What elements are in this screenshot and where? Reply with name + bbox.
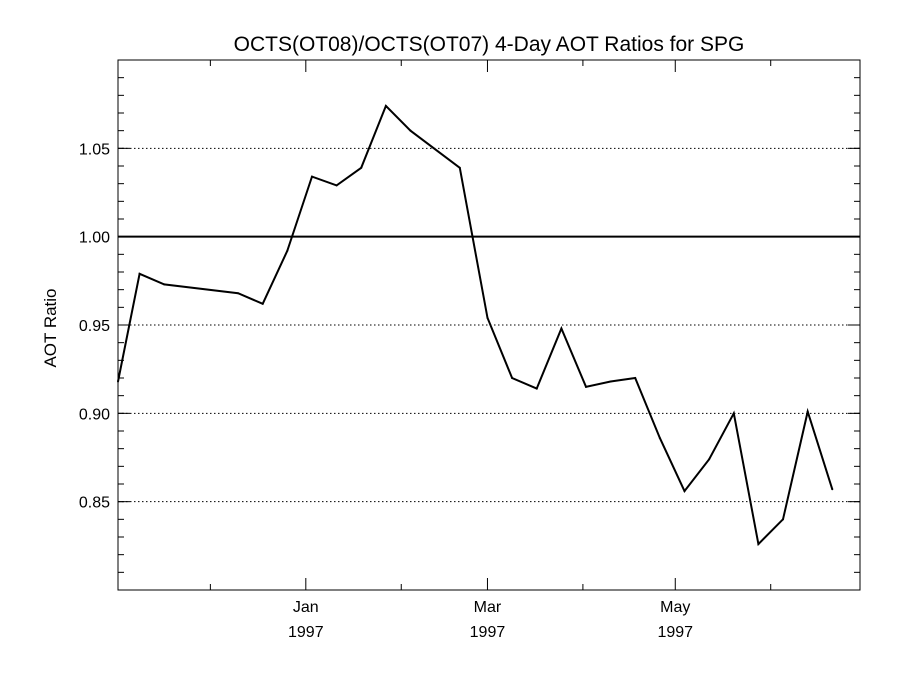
data-point-19 xyxy=(658,437,661,440)
y-tick-label: 1.00 xyxy=(79,230,110,247)
data-point-18 xyxy=(634,377,637,379)
data-point-20 xyxy=(683,490,686,493)
data-point-12 xyxy=(486,316,489,319)
series-group xyxy=(117,104,834,547)
data-point-25 xyxy=(806,410,809,413)
data-point-22 xyxy=(732,412,735,415)
x-tick-label-year: 1997 xyxy=(470,624,506,641)
data-point-8 xyxy=(360,166,363,169)
x-tick-label-month: Mar xyxy=(474,599,502,616)
data-point-15 xyxy=(560,327,563,330)
data-point-7 xyxy=(335,184,338,187)
axis-ticks xyxy=(118,60,860,590)
x-tick-label-year: 1997 xyxy=(288,624,324,641)
data-point-16 xyxy=(584,385,587,388)
y-tick-labels: 0.85 0.90 0.95 1.00 1.05 xyxy=(79,141,110,511)
data-point-14 xyxy=(535,387,538,390)
data-point-21 xyxy=(708,458,711,461)
data-point-17 xyxy=(609,380,612,383)
data-point-24 xyxy=(782,518,785,521)
data-point-2 xyxy=(163,283,166,286)
x-tick-labels: Jan 1997 Mar 1997 May 1997 xyxy=(288,599,693,641)
y-axis-label: AOT Ratio xyxy=(41,288,60,367)
data-point-10 xyxy=(409,129,412,132)
chart-title: OCTS(OT08)/OCTS(OT07) 4-Day AOT Ratios f… xyxy=(234,33,745,56)
data-point-9 xyxy=(384,104,387,107)
x-tick-label-year: 1997 xyxy=(657,624,693,641)
data-point-5 xyxy=(286,249,289,252)
y-tick-label: 0.90 xyxy=(79,406,110,423)
data-point-1 xyxy=(138,272,141,275)
data-point-26 xyxy=(831,488,834,491)
y-tick-label: 1.05 xyxy=(79,141,110,158)
data-point-13 xyxy=(511,377,514,379)
data-point-6 xyxy=(310,175,313,178)
x-tick-label-month: Jan xyxy=(293,599,319,616)
x-tick-label-month: May xyxy=(660,599,690,616)
plot-frame xyxy=(117,59,861,591)
gridlines xyxy=(118,147,860,503)
data-point-4 xyxy=(261,302,264,305)
data-point-23 xyxy=(757,543,760,546)
y-tick-label: 0.95 xyxy=(79,318,110,335)
y-tick-label: 0.85 xyxy=(79,495,110,512)
data-point-3 xyxy=(237,292,240,295)
data-point-11 xyxy=(458,166,461,169)
